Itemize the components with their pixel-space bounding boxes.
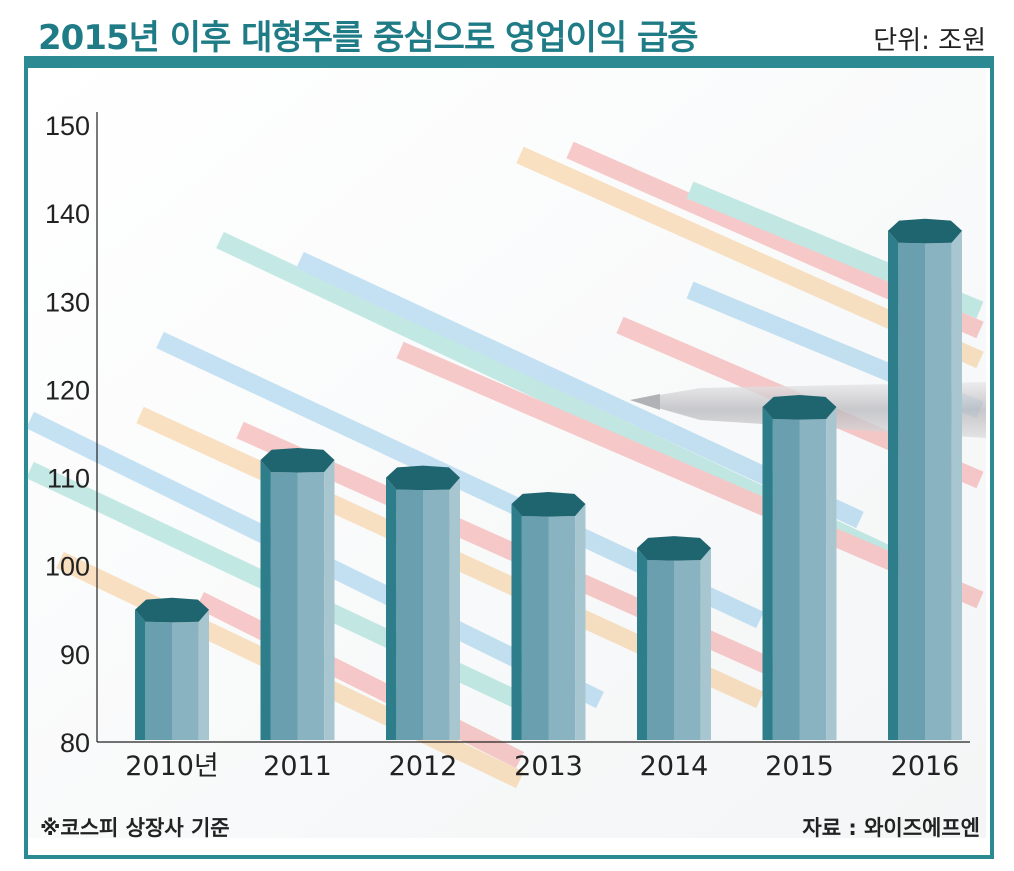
y-tick-label: 130 — [45, 287, 90, 317]
bar — [762, 395, 837, 740]
y-tick-label: 100 — [45, 552, 90, 582]
x-tick-label: 2011 — [263, 751, 332, 782]
footnote: ※코스피 상장사 기준 — [40, 816, 230, 840]
y-tick-labels: 80 90 100 110 120 130 140 150 — [45, 111, 90, 758]
x-tick-label: 2015 — [765, 751, 834, 782]
y-tick-label: 150 — [45, 111, 90, 141]
source-label: 자료 : 와이즈에프엔 — [802, 816, 980, 840]
bar — [386, 465, 460, 740]
x-tick-label: 2016 — [891, 751, 960, 782]
bar — [637, 536, 711, 740]
x-tick-label: 2012 — [389, 751, 458, 782]
chart-frame — [24, 56, 994, 859]
x-tick-label: 2013 — [514, 751, 583, 782]
bars — [135, 218, 962, 740]
bar — [888, 218, 962, 740]
x-tick-label: 2014 — [640, 751, 709, 782]
x-tick-labels: 2010년 2011 2012 2013 2014 2015 2016 — [125, 751, 959, 782]
y-tick-label: 90 — [60, 640, 90, 670]
y-tick-label: 140 — [45, 199, 90, 229]
y-tick-label: 80 — [60, 728, 90, 758]
y-tick-label: 120 — [45, 375, 90, 405]
chart-axes — [96, 112, 970, 743]
bar — [135, 597, 209, 740]
x-tick-label: 2010년 — [125, 751, 219, 782]
unit-label: 단위: 조원 — [873, 26, 986, 56]
chart-title: 2015년 이후 대형주를 중심으로 영업이익 급증 — [38, 18, 699, 58]
bar — [260, 447, 335, 740]
bar — [511, 492, 586, 740]
y-tick-label: 110 — [47, 464, 90, 494]
